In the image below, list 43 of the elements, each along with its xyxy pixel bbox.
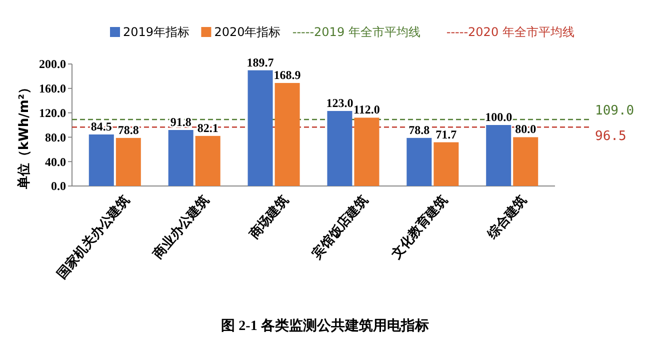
x-tick-label: 商场建筑	[245, 192, 292, 244]
x-tick-label: 文化教育建筑	[388, 192, 451, 263]
bar	[486, 125, 512, 186]
bar	[274, 82, 300, 186]
y-tick-label: 80.0	[45, 130, 66, 144]
ref-line-label: -----2019 年全市平均线	[292, 25, 420, 39]
text: 96.5	[595, 129, 626, 144]
y-tick-label: 120.0	[39, 106, 66, 120]
bar	[406, 138, 432, 186]
data-label: 84.5	[90, 119, 112, 134]
bar	[354, 118, 380, 186]
data-label: 123.0	[326, 96, 354, 110]
x-tick-label: 国家机关办公建筑	[54, 192, 133, 282]
text: 109.0	[595, 104, 634, 119]
data-label: 80.0	[515, 122, 536, 136]
y-tick-label: 0.0	[51, 179, 66, 194]
x-tick-label: 宾馆饭店建筑	[308, 192, 372, 263]
data-label: 78.8	[118, 122, 139, 137]
ref-line-label: -----2020 年全市平均线	[446, 25, 574, 39]
bar	[116, 138, 141, 186]
text: 图 2-1 各类监测公共建筑用电指标	[221, 318, 429, 334]
legend-label: 2019年指标	[123, 25, 190, 39]
x-tick-label: 商业办公建筑	[149, 192, 212, 263]
data-label: 168.9	[274, 68, 301, 82]
bar	[195, 136, 220, 186]
bar	[88, 134, 114, 186]
data-label: 112.0	[354, 102, 380, 117]
y-tick-label: 200.0	[39, 57, 66, 72]
data-label: 71.7	[436, 127, 457, 142]
y-tick-label: 160.0	[39, 82, 66, 96]
bar	[434, 142, 459, 186]
data-label: 189.7	[246, 55, 274, 70]
legend-label: 2020年指标	[214, 25, 281, 39]
bar	[513, 137, 538, 186]
data-label: 78.8	[408, 122, 430, 137]
bar	[327, 110, 352, 186]
y-axis-title: 单位（kWh/m²）	[16, 80, 32, 190]
x-tick-label: 综合建筑	[484, 192, 530, 244]
data-label: 82.1	[197, 120, 218, 135]
bar	[168, 130, 194, 186]
y-tick-label: 40.0	[45, 154, 66, 169]
bar	[248, 70, 273, 186]
data-label: 100.0	[485, 110, 512, 124]
